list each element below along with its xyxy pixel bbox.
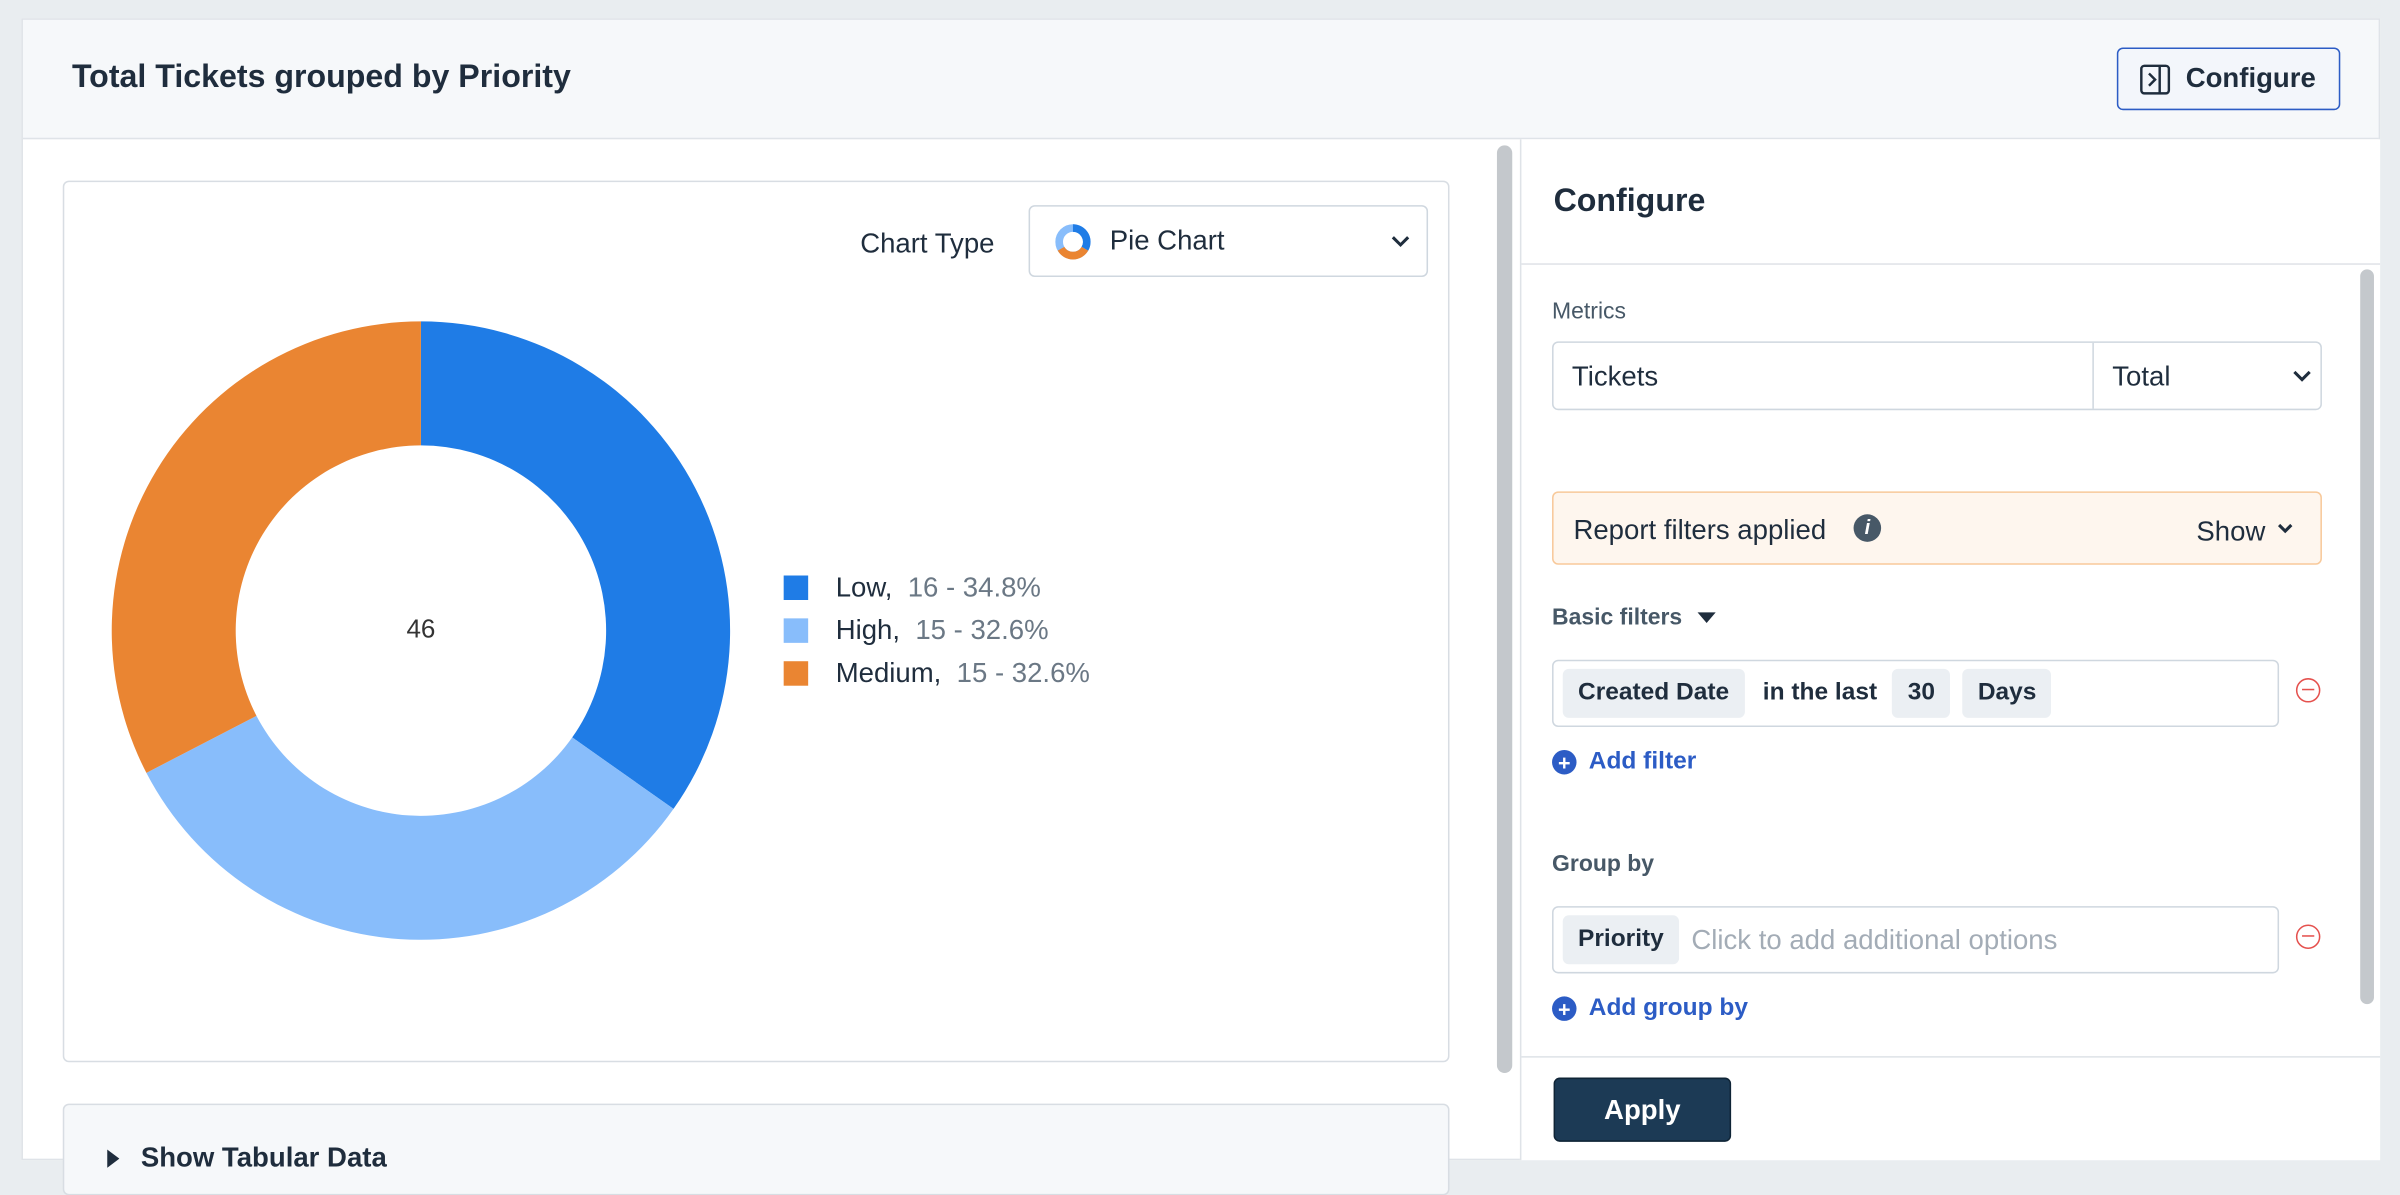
chevron <box>2293 370 2311 382</box>
legend-swatch <box>783 618 809 643</box>
chip: Days <box>1962 668 2052 718</box>
select-text: Pie Chart <box>1109 224 1225 256</box>
chip: Created Date <box>1562 668 1745 718</box>
donut-chart: 46 Low, 16 - 34.8% High, 15 - 32.6% Medium, 15… <box>111 321 1090 940</box>
legend-value: 15 - 32.6% <box>957 657 1090 688</box>
text: Report filters applied <box>1573 514 1827 545</box>
legend-swatch <box>783 661 809 686</box>
chip: 30 <box>1892 668 1951 718</box>
placeholder: Click to add additional options <box>1691 923 2058 955</box>
slice <box>146 715 674 940</box>
show-toggle[interactable]: Show <box>2196 515 2266 547</box>
title: Total Tickets grouped by Priority <box>71 59 571 95</box>
legend-name: Medium, <box>836 657 942 688</box>
scrollbar <box>2360 269 2374 1005</box>
button-text: Configure <box>2185 62 2316 94</box>
toggle-text: Show Tabular Data <box>140 1141 387 1173</box>
divider <box>1521 263 2381 265</box>
configure-panel: Configure Metrics Tickets Total Report f… <box>1519 139 2381 1161</box>
chevron <box>2277 523 2293 534</box>
text: Basic filters <box>1552 604 1683 631</box>
operator: in the last <box>1762 679 1878 706</box>
panel-icon <box>2140 63 2171 94</box>
group-row[interactable]: Priority Click to add additional options <box>1552 906 2280 974</box>
chevron <box>1391 235 1410 247</box>
legend-entry: Medium, 15 - 32.6% <box>836 657 1090 688</box>
filter-row[interactable]: Created Date in the last 30 Days <box>1552 659 2280 728</box>
info-icon: i <box>1853 514 1882 542</box>
metrics-label: Metrics <box>1552 298 1627 325</box>
panel-title: Configure <box>1553 183 1706 219</box>
header: Total Tickets grouped by Priority Config… <box>22 19 2379 140</box>
divider <box>1521 1056 2381 1058</box>
chart-type-select[interactable]: Pie Chart <box>1028 205 1429 278</box>
chart-type-label: Chart Type <box>860 228 995 259</box>
configure-button[interactable]: Configure <box>2116 47 2341 111</box>
scrollbar <box>1496 145 1513 1073</box>
slice <box>420 321 731 809</box>
center-label: 46 <box>406 613 435 643</box>
legend-entry: High, 15 - 32.6% <box>836 614 1049 645</box>
text: Add group by <box>1588 994 1748 1021</box>
remove-icon[interactable] <box>2295 678 2321 703</box>
pie-icon <box>1055 223 1091 259</box>
remove-icon[interactable] <box>2295 924 2321 949</box>
group-by-label: Group by <box>1552 851 1655 878</box>
add-group[interactable]: + Add group by <box>1552 995 1748 1023</box>
metrics-field[interactable]: Tickets Total <box>1552 341 2322 411</box>
apply-button[interactable]: Apply <box>1553 1077 1732 1142</box>
caret <box>107 1148 120 1168</box>
add-filter[interactable]: + Add filter <box>1552 748 1696 776</box>
aggregation: Total <box>2112 361 2171 392</box>
slice <box>111 321 421 773</box>
tabular-toggle[interactable]: Show Tabular Data <box>62 1103 1450 1195</box>
basic-filters[interactable]: Basic filters <box>1552 605 1716 631</box>
legend-name: Low, <box>836 572 893 603</box>
legend-name: High, <box>836 614 900 645</box>
legend-value: 15 - 32.6% <box>915 614 1048 645</box>
chart-box: Chart Type Pie Chart <box>62 180 1450 1063</box>
report-filters: Report filters applied i Show <box>1552 491 2322 565</box>
text: Add filter <box>1588 748 1697 775</box>
metric: Tickets <box>1571 361 1659 392</box>
legend-swatch <box>783 575 809 600</box>
legend-value: 16 - 34.8% <box>908 572 1041 603</box>
chip: Priority <box>1562 915 1680 965</box>
legend-entry: Low, 16 - 34.8% <box>836 572 1041 603</box>
